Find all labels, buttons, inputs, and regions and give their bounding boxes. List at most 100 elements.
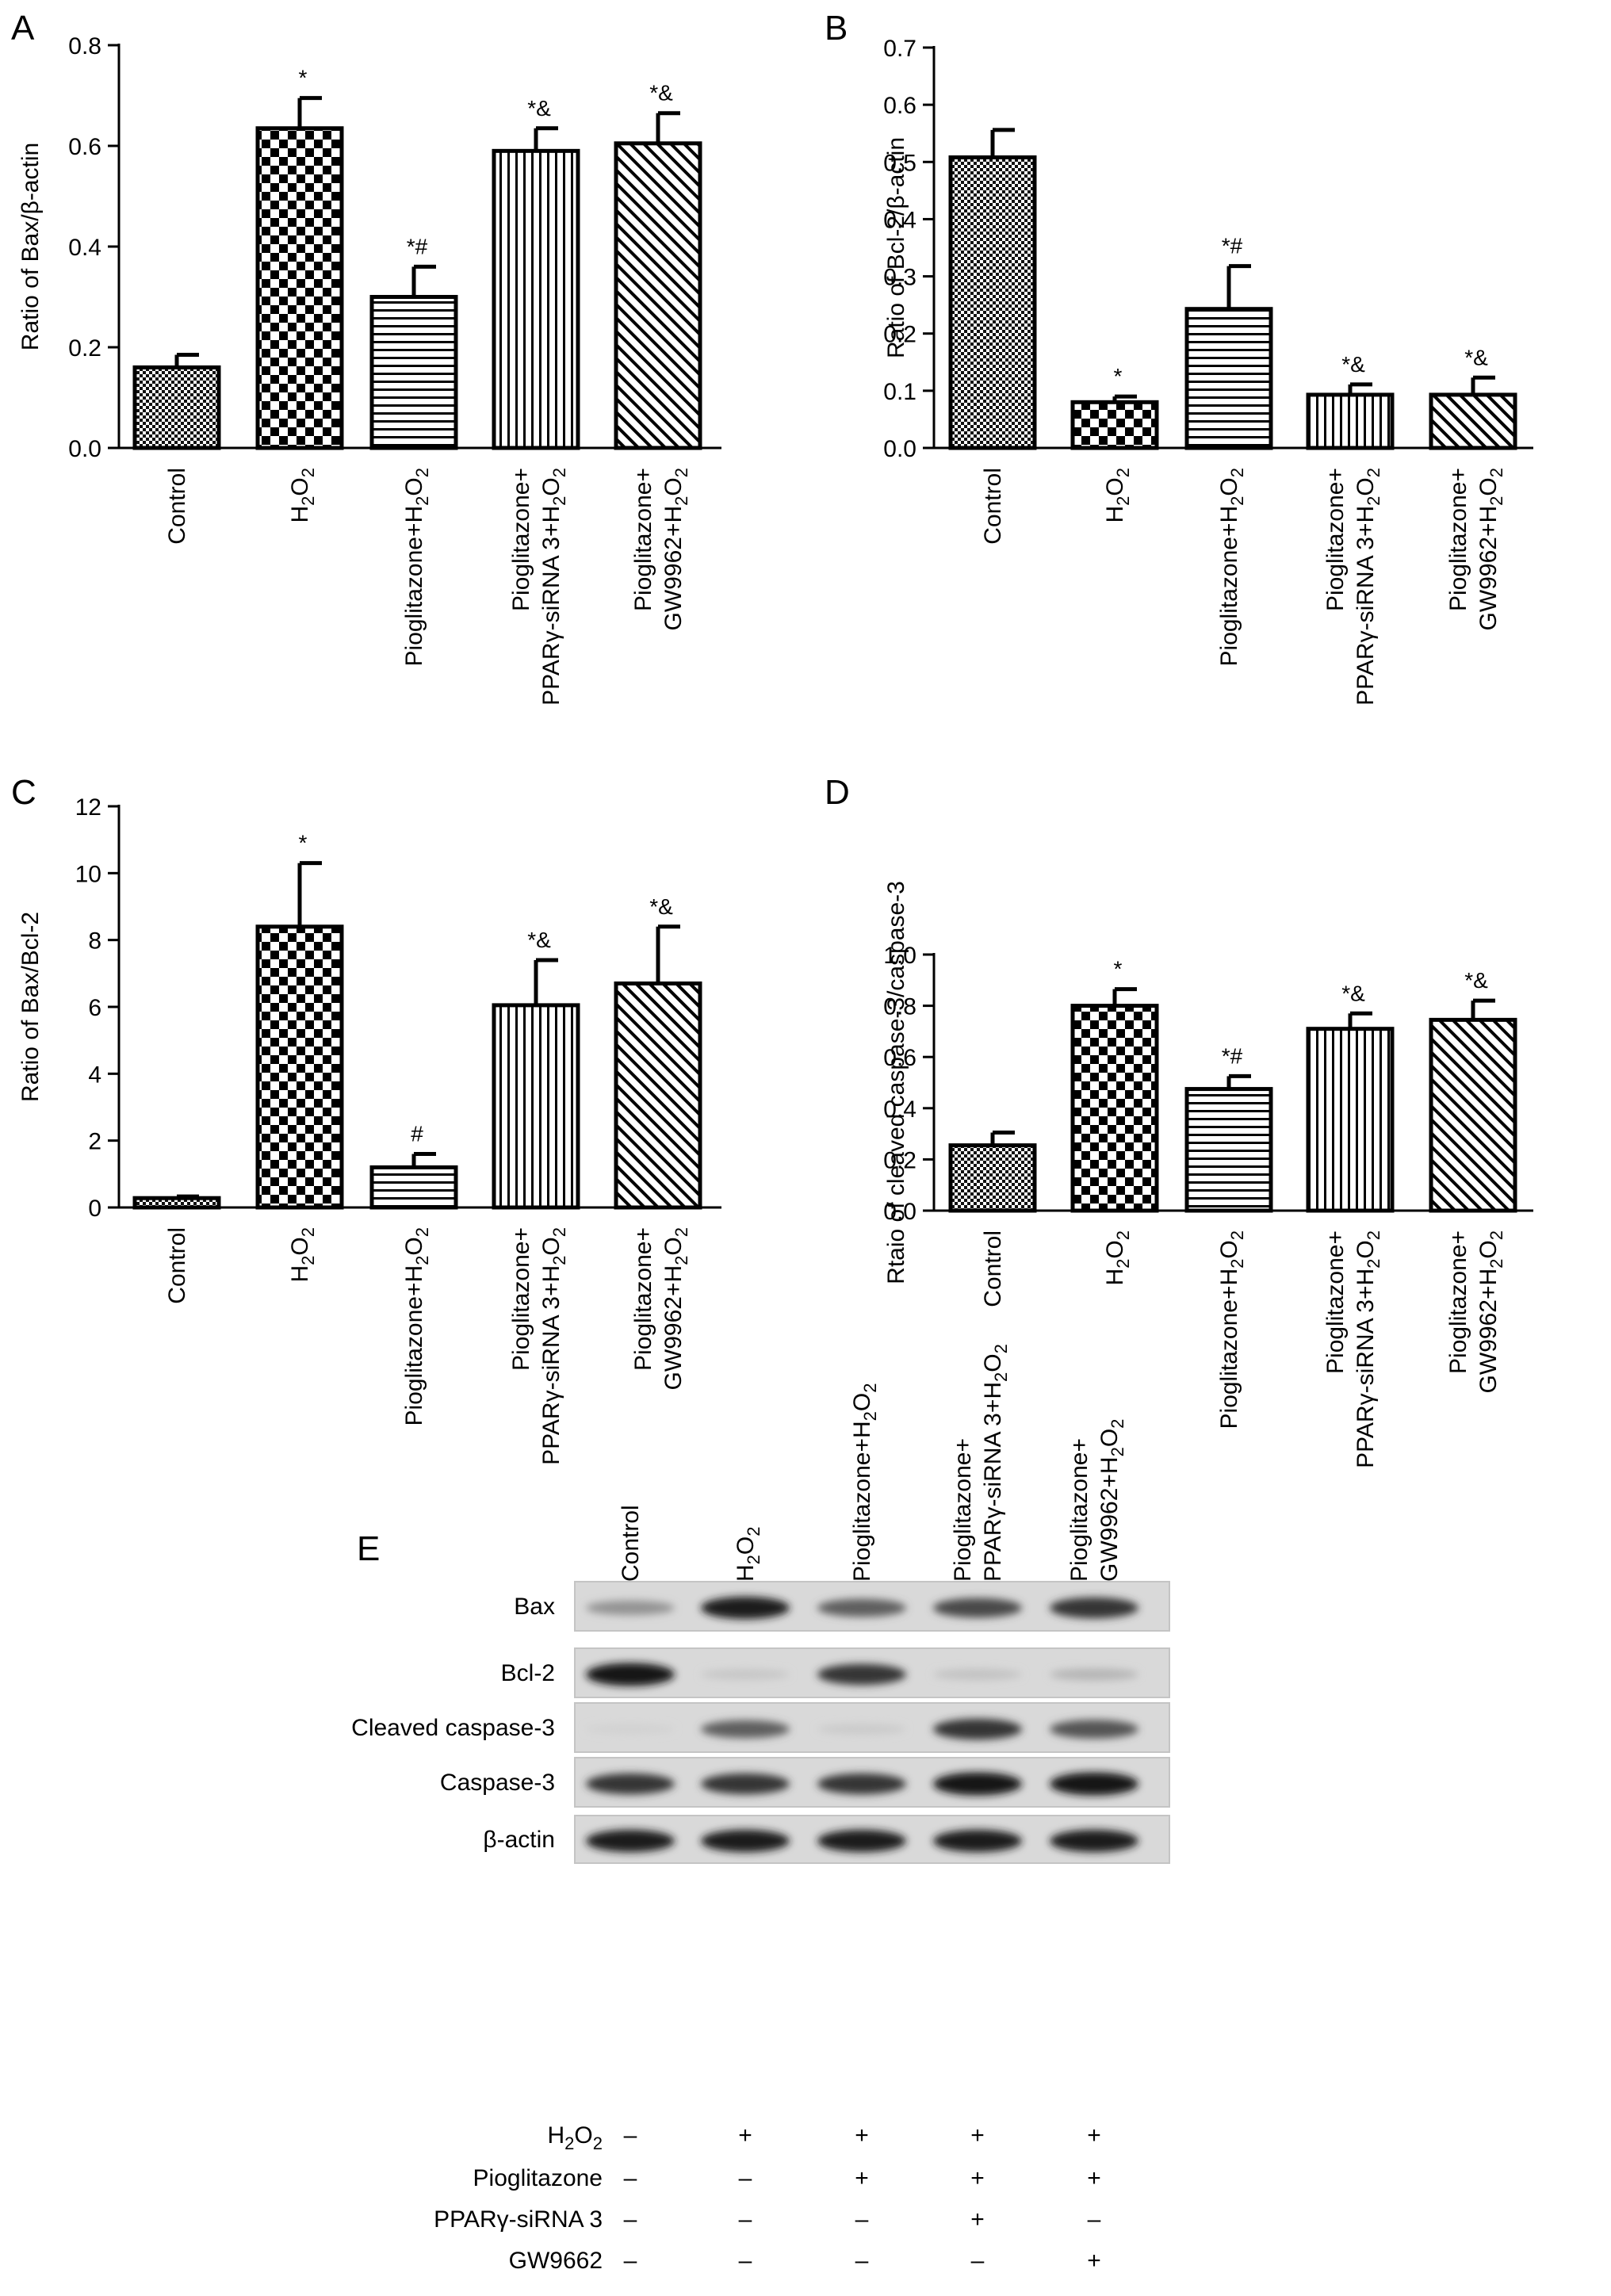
treatment-sign: + — [970, 2122, 985, 2149]
bar-pioglitazone-gw9962-h2o2 — [1429, 1017, 1517, 1213]
x-tick-label: Control — [164, 468, 190, 545]
bar-pioglitazone-h2o2 — [1184, 1087, 1273, 1213]
x-tick-label: H2O2 — [287, 1227, 318, 1283]
bar-pioglitazone-h2o2 — [369, 295, 458, 450]
svg-text:Pioglitazone+: Pioglitazone+ — [1445, 1230, 1471, 1374]
x-tick-label: Pioglitazone+H2O2 — [1216, 1230, 1247, 1429]
significance-marker: * — [1114, 364, 1123, 388]
y-tick-label: 0.4 — [883, 207, 916, 233]
band — [933, 1668, 1022, 1681]
treatment-sign: + — [855, 2165, 869, 2191]
svg-text:GW9962+H2O2: GW9962+H2O2 — [1475, 468, 1506, 630]
blot-row-bcl-2: Bcl-2 — [501, 1647, 1170, 1698]
blot-row-cleaved-caspase-3: Cleaved caspase-3 — [351, 1702, 1170, 1753]
x-tick-label: H2O2 — [1102, 1230, 1133, 1286]
y-tick-label: 0.0 — [883, 1199, 916, 1225]
band — [933, 1598, 1022, 1618]
treatment-sign: + — [970, 2165, 985, 2191]
band — [701, 1829, 790, 1853]
significance-marker: * — [299, 66, 308, 90]
significance-marker: *# — [1222, 234, 1243, 258]
svg-text:PPARγ-siRNA 3+H2O2: PPARγ-siRNA 3+H2O2 — [980, 1344, 1011, 1582]
treatment-sign: – — [624, 2248, 637, 2274]
x-tick-label: Pioglitazone+H2O2 — [401, 468, 432, 666]
svg-text:GW9962+H2O2: GW9962+H2O2 — [660, 468, 691, 630]
svg-text:H2O2: H2O2 — [733, 1526, 763, 1582]
svg-text:Pioglitazone+H2O2: Pioglitazone+H2O2 — [849, 1383, 880, 1582]
band — [933, 1718, 1022, 1740]
treatment-sign: – — [624, 2122, 637, 2149]
x-tick-label: Control — [980, 468, 1006, 545]
svg-text:Pioglitazone+H2O2: Pioglitazone+H2O2 — [1216, 468, 1247, 666]
y-tick-label: 0.5 — [883, 150, 916, 176]
y-axis-label: Ratio of Bax/β-actin — [17, 143, 44, 350]
x-tick-label: Pioglitazone+H2O2 — [401, 1227, 432, 1425]
bar-pioglitazone-h2o2 — [1184, 307, 1273, 450]
svg-text:PPARγ-siRNA 3+H2O2: PPARγ-siRNA 3+H2O2 — [1353, 468, 1383, 706]
y-tick-label: 0.8 — [883, 994, 916, 1020]
treatment-sign: + — [1087, 2165, 1101, 2191]
bar-pioglitazone-ppar-sirna-3-h2o2 — [1306, 1027, 1395, 1213]
bar-pioglitazone-gw9962-h2o2 — [1429, 392, 1517, 450]
y-tick-label: 12 — [75, 794, 101, 821]
bar-control — [948, 1143, 1037, 1213]
y-tick-label: 0.2 — [883, 322, 916, 348]
svg-text:Pioglitazone+H2O2: Pioglitazone+H2O2 — [1216, 1230, 1247, 1429]
panel-label-c: C — [11, 773, 36, 812]
svg-text:H2O2: H2O2 — [1102, 1230, 1133, 1286]
significance-marker: *# — [407, 234, 428, 258]
bar-pioglitazone-gw9962-h2o2 — [614, 981, 702, 1210]
treatment-sign: – — [855, 2206, 869, 2233]
treatment-row-gw9662: GW9662– – – – + — [509, 2248, 1101, 2274]
treatment-row-ppar-sirna-3: PPARγ-siRNA 3– – – + – — [434, 2206, 1100, 2233]
panel-label-d: D — [825, 773, 850, 812]
y-tick-label: 0.6 — [883, 93, 916, 119]
x-tick-label: Pioglitazone+ PPARγ-siRNA 3+H2O2 — [508, 468, 569, 706]
treatment-sign: – — [624, 2165, 637, 2191]
treatment-sign: – — [739, 2248, 752, 2274]
lane-label-pioglitazone-ppar-sirna-3-h2o2: Pioglitazone+ PPARγ-siRNA 3+H2O2 — [950, 1344, 1011, 1582]
svg-text:PPARγ-siRNA 3+H2O2: PPARγ-siRNA 3+H2O2 — [538, 1227, 569, 1465]
band — [701, 1596, 790, 1620]
bar-pioglitazone-ppar-sirna-3-h2o2 — [492, 148, 580, 450]
significance-marker: * — [1114, 957, 1123, 982]
y-tick-label: 8 — [88, 928, 101, 955]
svg-text:Pioglitazone+H2O2: Pioglitazone+H2O2 — [401, 1227, 432, 1425]
band — [586, 1829, 675, 1853]
lane-label-control: Control — [618, 1505, 644, 1582]
x-tick-label: Pioglitazone+ GW9962+H2O2 — [1445, 1230, 1506, 1393]
band — [933, 1829, 1022, 1853]
band — [1050, 1772, 1138, 1796]
x-tick-label: H2O2 — [287, 468, 318, 523]
y-tick-label: 0.4 — [68, 235, 101, 261]
band — [1050, 1597, 1138, 1619]
significance-marker: *& — [1464, 345, 1488, 369]
x-tick-label: Pioglitazone+H2O2 — [1216, 468, 1247, 666]
treatment-sign: + — [855, 2122, 869, 2149]
y-tick-label: 0.6 — [883, 1045, 916, 1071]
band — [817, 1829, 906, 1853]
svg-text:PPARγ-siRNA 3+H2O2: PPARγ-siRNA 3+H2O2 — [1353, 1230, 1383, 1468]
y-axis-label: Ratio of Bax/Bcl-2 — [17, 912, 44, 1102]
significance-marker: *& — [527, 928, 551, 952]
y-tick-label: 0.2 — [68, 335, 101, 362]
band — [817, 1773, 906, 1795]
band — [817, 1724, 906, 1735]
treatment-label: H2O2 — [547, 2122, 603, 2153]
bar-control — [132, 1196, 221, 1210]
y-tick-label: 0.4 — [883, 1096, 916, 1123]
svg-text:H2O2: H2O2 — [287, 468, 318, 523]
blot-row-label: Bcl-2 — [501, 1660, 555, 1686]
treatment-sign: + — [1087, 2248, 1101, 2274]
x-tick-label: Pioglitazone+ PPARγ-siRNA 3+H2O2 — [508, 1227, 569, 1465]
lane-label-pioglitazone-gw9962-h2o2: Pioglitazone+ GW9962+H2O2 — [1066, 1419, 1127, 1582]
panel-label-a: A — [11, 9, 35, 48]
band — [933, 1772, 1022, 1796]
blot-row-bax: Bax — [514, 1581, 1170, 1632]
x-tick-label: Pioglitazone+ GW9962+H2O2 — [630, 468, 691, 630]
treatment-label: Pioglitazone — [473, 2165, 603, 2191]
treatment-label: PPARγ-siRNA 3 — [434, 2206, 603, 2233]
band — [1050, 1668, 1138, 1681]
band — [586, 1600, 675, 1616]
